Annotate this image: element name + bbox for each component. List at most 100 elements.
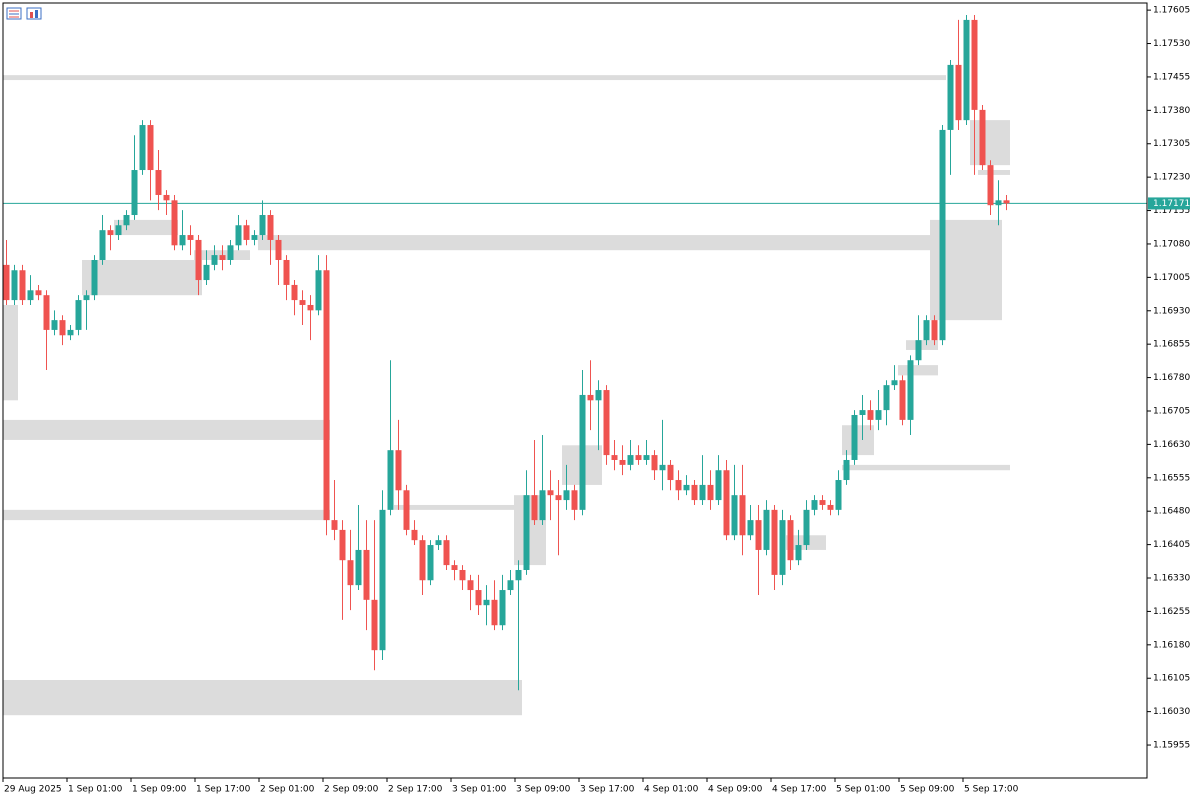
candle-body bbox=[59, 320, 66, 336]
y-tick-label: 1.17155 bbox=[1153, 206, 1190, 216]
candle-body bbox=[883, 385, 890, 411]
candle-body bbox=[179, 235, 186, 246]
candle-body bbox=[507, 580, 514, 591]
candle-body bbox=[107, 230, 114, 236]
candle-body bbox=[11, 270, 18, 301]
y-tick-label: 1.17305 bbox=[1153, 139, 1190, 149]
y-tick-label: 1.16630 bbox=[1153, 440, 1190, 450]
candle-body bbox=[979, 109, 986, 166]
y-tick-label: 1.16930 bbox=[1153, 306, 1190, 316]
candle-body bbox=[387, 450, 394, 510]
x-tick-label: 1 Sep 17:00 bbox=[196, 785, 251, 795]
candle-body bbox=[651, 455, 658, 471]
y-tick-label: 1.16255 bbox=[1153, 607, 1190, 617]
candle-body bbox=[291, 284, 298, 301]
y-tick-label: 1.15955 bbox=[1153, 741, 1190, 751]
zone bbox=[3, 680, 522, 716]
candle-body bbox=[675, 480, 682, 491]
candle-body bbox=[171, 200, 178, 246]
zone bbox=[258, 235, 938, 251]
zone bbox=[898, 365, 938, 376]
zone bbox=[842, 464, 1010, 471]
candle-body bbox=[683, 484, 690, 491]
candle-body bbox=[395, 450, 402, 491]
candle-body bbox=[483, 599, 490, 606]
candle-body bbox=[739, 495, 746, 536]
toolbar-icons[interactable] bbox=[6, 7, 42, 20]
y-tick-label: 1.17380 bbox=[1153, 106, 1190, 116]
y-tick-label: 1.17530 bbox=[1153, 39, 1190, 49]
candle-body bbox=[587, 394, 594, 401]
candle-body bbox=[595, 390, 602, 401]
candle-body bbox=[947, 64, 954, 130]
zone bbox=[3, 304, 18, 401]
candle-body bbox=[795, 545, 802, 561]
candle-body bbox=[987, 165, 994, 206]
candle-body bbox=[971, 19, 978, 110]
candle-body bbox=[203, 264, 210, 281]
candle-body bbox=[131, 170, 138, 216]
y-tick-label: 1.16030 bbox=[1153, 707, 1190, 717]
candle-body bbox=[835, 480, 842, 510]
candle-body bbox=[643, 455, 650, 460]
zone bbox=[82, 259, 202, 296]
candle-body bbox=[123, 215, 130, 226]
candle-body bbox=[91, 259, 98, 296]
y-tick-label: 1.17605 bbox=[1153, 6, 1190, 16]
candle-body bbox=[307, 304, 314, 311]
candle-body bbox=[707, 484, 714, 501]
y-tick-label: 1.16555 bbox=[1153, 473, 1190, 483]
last-price-tag bbox=[1148, 197, 1190, 210]
y-tick-label: 1.16330 bbox=[1153, 574, 1190, 584]
plot-frame bbox=[2, 2, 1148, 779]
candle-body bbox=[923, 320, 930, 341]
candle-body bbox=[3, 264, 10, 301]
x-tick-label: 4 Sep 09:00 bbox=[708, 785, 763, 795]
candle-body bbox=[251, 235, 258, 240]
candle-body bbox=[539, 490, 546, 521]
candle-body bbox=[299, 300, 306, 305]
candle-body bbox=[635, 455, 642, 460]
candle-body bbox=[603, 390, 610, 456]
icon-chart[interactable] bbox=[26, 7, 42, 20]
candle-body bbox=[907, 360, 914, 420]
candle-body bbox=[315, 270, 322, 311]
candle-body bbox=[555, 495, 562, 501]
candle-body bbox=[211, 255, 218, 265]
zone bbox=[3, 75, 946, 81]
candle-body bbox=[467, 580, 474, 591]
candle-body bbox=[843, 459, 850, 481]
candle-body bbox=[963, 19, 970, 121]
x-tick-label: 3 Sep 09:00 bbox=[516, 785, 571, 795]
candle-body bbox=[35, 290, 42, 296]
zone bbox=[3, 509, 330, 521]
candle-body bbox=[363, 549, 370, 600]
candle-body bbox=[659, 464, 666, 471]
x-tick-label: 5 Sep 17:00 bbox=[964, 785, 1019, 795]
candle-body bbox=[99, 230, 106, 260]
candle-body bbox=[523, 495, 530, 570]
candle-body bbox=[851, 414, 858, 460]
zone bbox=[978, 170, 1010, 175]
candle-body bbox=[755, 520, 762, 550]
candle-body bbox=[403, 490, 410, 530]
candle-body bbox=[435, 540, 442, 546]
y-tick-label: 1.17005 bbox=[1153, 273, 1190, 283]
x-tick-label: 4 Sep 01:00 bbox=[644, 785, 699, 795]
x-tick-label: 5 Sep 09:00 bbox=[900, 785, 955, 795]
candle-body bbox=[419, 540, 426, 581]
zone bbox=[842, 425, 874, 456]
candle-body bbox=[67, 329, 74, 336]
candle-body bbox=[195, 239, 202, 281]
candle-body bbox=[331, 520, 338, 530]
candle-body bbox=[779, 520, 786, 575]
candle-body bbox=[715, 470, 722, 501]
candle-body bbox=[515, 569, 522, 581]
candle-body bbox=[323, 270, 330, 521]
candle-body bbox=[267, 215, 274, 240]
candle-body bbox=[547, 490, 554, 496]
candle-body bbox=[259, 215, 266, 236]
x-tick-label: 3 Sep 17:00 bbox=[580, 785, 635, 795]
x-tick-label: 5 Sep 01:00 bbox=[836, 785, 891, 795]
candle-body bbox=[411, 529, 418, 541]
